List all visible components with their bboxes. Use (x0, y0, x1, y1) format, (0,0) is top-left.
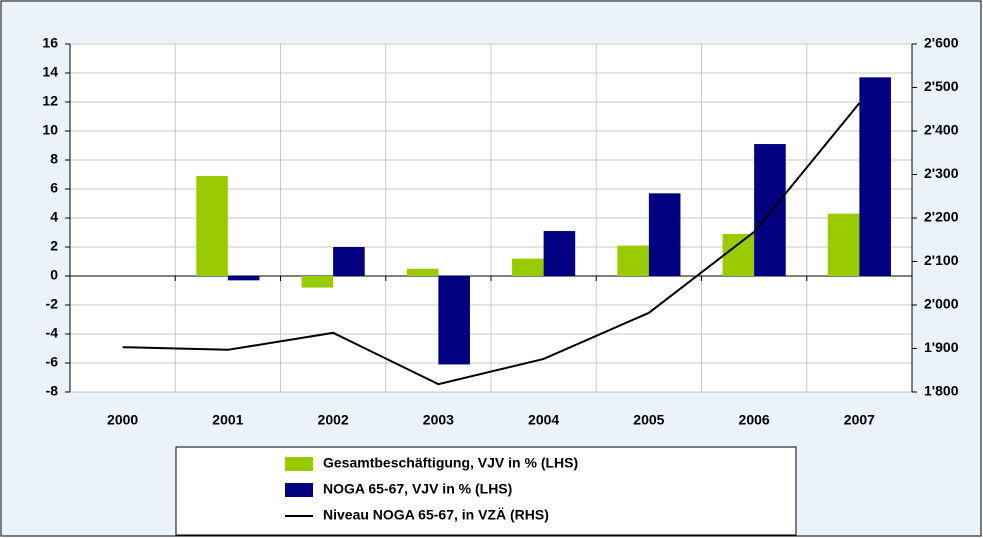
y-tick-label: -4 (46, 325, 59, 341)
y2-tick-label: 1'900 (924, 339, 959, 355)
legend-box (175, 446, 797, 536)
y-tick-label: 4 (50, 209, 58, 225)
x-tick-label: 2006 (739, 412, 770, 428)
bar (648, 193, 681, 276)
y-tick-label: 6 (50, 180, 58, 196)
y2-tick-label: 2'300 (924, 165, 959, 181)
y-tick-label: 0 (50, 267, 58, 283)
bar (333, 247, 365, 276)
y2-tick-label: 2'600 (924, 35, 959, 51)
bar (617, 245, 649, 276)
y-tick-label: 2 (50, 238, 58, 254)
legend-swatch (285, 457, 313, 471)
x-tick-label: 2005 (633, 412, 664, 428)
y-tick-label: -2 (46, 296, 59, 312)
legend-label: Niveau NOGA 65-67, in VZÄ (RHS) (323, 507, 549, 523)
bar (859, 77, 891, 276)
x-tick-label: 2004 (528, 412, 559, 428)
y-tick-label: 16 (42, 35, 58, 51)
x-tick-label: 2002 (318, 412, 349, 428)
bar (438, 276, 470, 365)
legend-label: NOGA 65-67, VJV in % (LHS) (323, 481, 512, 497)
y-tick-label: 8 (50, 151, 58, 167)
y2-tick-label: 2'200 (924, 209, 959, 225)
y2-tick-label: 2'100 (924, 252, 959, 268)
x-tick-label: 2001 (212, 412, 243, 428)
bar (227, 276, 260, 281)
legend-label: Gesamtbeschäftigung, VJV in % (LHS) (323, 455, 578, 471)
bar (754, 144, 786, 276)
y2-tick-label: 2'500 (924, 78, 959, 94)
bar (406, 268, 439, 276)
bar (301, 276, 334, 288)
bar (722, 233, 755, 276)
y-tick-label: -8 (46, 383, 59, 399)
x-tick-label: 2003 (423, 412, 454, 428)
bar (512, 258, 544, 276)
y-tick-label: 10 (42, 122, 58, 138)
y2-tick-label: 1'800 (924, 383, 959, 399)
x-tick-label: 2000 (107, 412, 138, 428)
x-tick-label: 2007 (844, 412, 875, 428)
y2-tick-label: 2'400 (924, 122, 959, 138)
y-tick-label: -6 (46, 354, 59, 370)
legend-swatch (285, 483, 313, 497)
line (122, 102, 861, 386)
y-tick-label: 14 (42, 64, 58, 80)
y2-tick-label: 2'000 (924, 296, 959, 312)
bar (827, 213, 860, 276)
bar (543, 231, 576, 276)
y-tick-label: 12 (42, 93, 58, 109)
bar (196, 175, 228, 276)
